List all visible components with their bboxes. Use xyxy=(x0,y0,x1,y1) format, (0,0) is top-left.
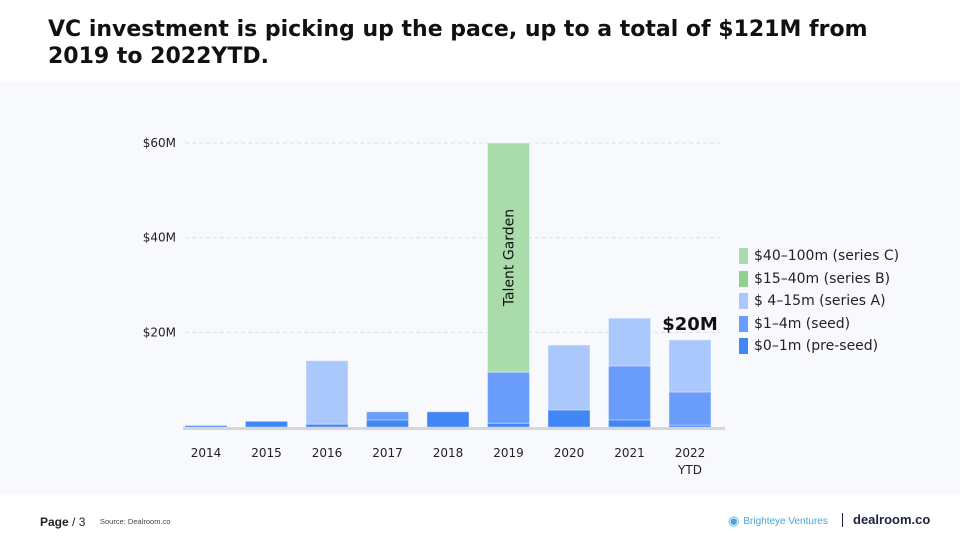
legend-swatch xyxy=(739,338,748,355)
page-title: VC investment is picking up the pace, up… xyxy=(48,17,868,69)
legend-item: $1–4m (seed) xyxy=(739,313,899,336)
x-tick-label: 2017 xyxy=(372,446,403,460)
legend-item: $15–40m (series B) xyxy=(739,268,899,291)
legend-swatch xyxy=(739,248,748,265)
y-tick-label: $60M xyxy=(143,136,176,150)
legend: $40–100m (series C) $15–40m (series B) $ 4… xyxy=(739,245,899,358)
bar-segment xyxy=(487,371,530,424)
page-indicator: Page / 3 xyxy=(40,515,86,529)
legend-label: $15–40m (series B) xyxy=(754,270,891,287)
annotation-talent-garden: Talent Garden xyxy=(502,209,518,307)
bar-segment xyxy=(184,425,228,428)
y-tick-label: $20M xyxy=(143,325,176,339)
bar-segment xyxy=(608,365,651,421)
y-tick-label: $40M xyxy=(143,231,176,245)
dealroom-logo: dealroom.co xyxy=(853,512,931,527)
legend-item: $ 4–15m (series A) xyxy=(739,290,899,313)
bar-segment xyxy=(426,411,470,428)
bar-segment xyxy=(608,419,651,428)
bar-segment xyxy=(547,409,591,428)
x-tick-label: 2020 xyxy=(554,446,585,460)
bar-segment xyxy=(366,411,409,421)
source-note: Source: Dealroom.co xyxy=(100,517,171,526)
bar-segment xyxy=(487,142,530,373)
legend-label: $40–100m (series C) xyxy=(754,248,900,265)
baseline xyxy=(183,427,725,430)
divider xyxy=(842,513,843,527)
legend-swatch xyxy=(739,270,748,287)
bar-segment xyxy=(487,422,530,428)
bar-segment xyxy=(245,420,288,428)
x-tick-label: 2014 xyxy=(191,446,222,460)
bar-segment xyxy=(668,391,712,426)
page-label: Page xyxy=(40,515,69,529)
eye-icon: ◉ xyxy=(728,513,740,528)
x-tick-label: 2018 xyxy=(433,446,464,460)
chart-panel xyxy=(0,82,960,494)
legend-label: $1–4m (seed) xyxy=(754,315,851,332)
bar-segment xyxy=(366,419,409,428)
legend-swatch xyxy=(739,315,748,332)
page-number: 3 xyxy=(78,515,86,529)
legend-label: $0–1m (pre-seed) xyxy=(754,338,879,355)
x-tick-label: 2015 xyxy=(251,446,282,460)
x-tick-label: 2019 xyxy=(493,446,524,460)
bar-segment xyxy=(668,339,712,393)
legend-item: $40–100m (series C) xyxy=(739,245,899,268)
x-tick-label: 2016 xyxy=(312,446,343,460)
legend-swatch xyxy=(739,293,748,310)
annotation-total: $20M xyxy=(662,314,718,335)
x-tick-label: 2022 xyxy=(675,446,706,460)
legend-item: $0–1m (pre-seed) xyxy=(739,335,899,358)
brand-name: Brighteye Ventures xyxy=(743,515,828,527)
x-tick-label: YTD xyxy=(677,463,702,477)
x-tick-label: 2021 xyxy=(614,446,645,460)
bar-segment xyxy=(608,317,651,367)
bar-segment xyxy=(547,344,591,411)
brighteye-logo: ◉ Brighteye Ventures xyxy=(728,513,828,529)
legend-label: $ 4–15m (series A) xyxy=(754,293,886,310)
bar-segment xyxy=(305,360,349,425)
